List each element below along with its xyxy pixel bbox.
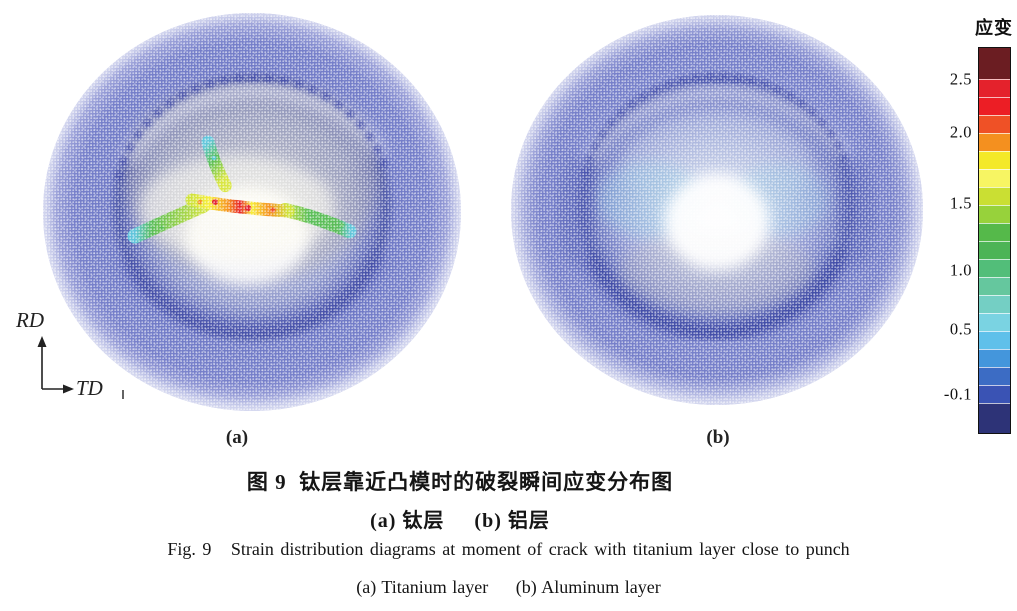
aluminum-point-cloud <box>511 15 923 405</box>
colorbar-segment <box>979 403 1010 433</box>
colorbar-title: 应变 <box>975 18 1013 38</box>
colorbar-tick-label: 1.0 <box>949 260 972 280</box>
colorbar-tick-label: 2.5 <box>949 69 972 89</box>
strain-plot-aluminum <box>510 14 924 406</box>
caption-zh-title: 图 9 钛层靠近凸模时的破裂瞬间应变分布图 <box>246 470 674 494</box>
colorbar <box>978 47 1011 434</box>
colorbar-segment <box>979 385 1010 403</box>
colorbar-segment <box>979 313 1010 331</box>
colorbar-segment <box>979 295 1010 313</box>
stray-tick-artifact <box>122 390 124 399</box>
titanium-point-cloud <box>43 13 461 411</box>
axis-arrows-icon <box>37 336 74 394</box>
colorbar-segment <box>979 223 1010 241</box>
caption-en-title: Fig. 9 Strain distribution diagrams at m… <box>167 539 850 559</box>
colorbar-segment <box>979 205 1010 223</box>
colorbar-segment <box>979 277 1010 295</box>
caption-en-sub: (a) Titanium layer (b) Aluminum layer <box>356 577 661 597</box>
colorbar-tick-label: 0.5 <box>949 319 972 339</box>
colorbar-segment <box>979 115 1010 133</box>
panel-label-b: (b) <box>706 427 730 448</box>
colorbar-segment <box>979 133 1010 151</box>
colorbar-segment <box>979 187 1010 205</box>
colorbar-segment <box>979 151 1010 169</box>
colorbar-segment <box>979 79 1010 97</box>
strain-plot-titanium <box>42 12 462 412</box>
axis-label-rd: RD <box>16 308 44 332</box>
caption-zh-sub: (a) 钛层 (b) 铝层 <box>370 510 550 532</box>
axis-label-td: TD <box>76 376 103 400</box>
colorbar-segment <box>979 259 1010 277</box>
colorbar-segment <box>979 331 1010 349</box>
colorbar-tick-label: 1.5 <box>949 193 972 213</box>
colorbar-segment <box>979 241 1010 259</box>
colorbar-segment <box>979 97 1010 115</box>
axis-indicator: RD TD <box>10 308 140 408</box>
colorbar-tick-label: -0.1 <box>943 384 972 404</box>
colorbar-ticks: 2.5 2.0 1.5 1.0 0.5 -0.1 <box>914 47 972 433</box>
colorbar-segment <box>979 169 1010 187</box>
colorbar-tick-label: 2.0 <box>949 122 972 142</box>
colorbar-segment <box>979 367 1010 385</box>
colorbar-segment <box>979 48 1010 79</box>
panel-label-a: (a) <box>225 427 249 448</box>
colorbar-segment <box>979 349 1010 367</box>
